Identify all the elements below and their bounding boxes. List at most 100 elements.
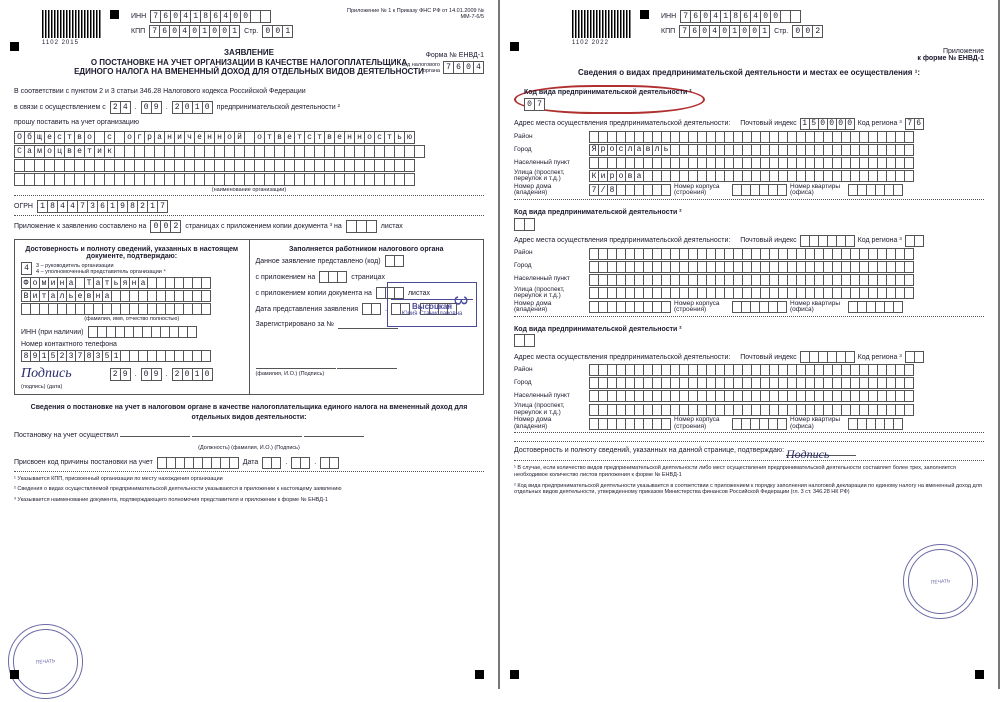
inn-kpp-block: ИНН 7604186400 КПП 760401001 Стр. 001: [131, 10, 293, 40]
col-head-left: Достоверность и полноту сведений, указан…: [21, 244, 243, 262]
header-area: 1102 2015 ИНН 7604186400 КПП 760401001 С…: [14, 10, 484, 40]
prisv: Присвоен код причины постановки на учет: [14, 459, 153, 466]
kpp-label: КПП: [131, 28, 145, 35]
prilozhenie-form: к форме № ЕНВД-1: [514, 55, 984, 62]
r5: Зарегистрировано за №: [256, 321, 334, 328]
svyazi-lbl: в связи с осуществлением с: [14, 104, 106, 111]
page-2: 1102 2022 ИНН 7604186400 КПП 760401001 С…: [500, 0, 1000, 689]
data-lbl: Дата: [243, 459, 259, 466]
dost-row: Достоверность и полноту сведений, указан…: [514, 446, 984, 456]
p2-foot2: ² Код вида предпринимательской деятельно…: [514, 483, 984, 496]
kod-organa-lbl: код налогового органа: [400, 62, 440, 74]
barcode: 1102 2022: [572, 10, 632, 38]
soot-text: В соответствии с пунктом 2 и 3 статьи 34…: [14, 87, 484, 97]
col-right: Заполняется работником налогового органа…: [250, 240, 484, 394]
prilozhenie: Приложение: [514, 48, 984, 55]
form-number-block: Форма № ЕНВД-1 код налогового органа 760…: [400, 52, 484, 74]
r3: с приложением копии документа на: [256, 290, 372, 297]
sign-day: 29: [110, 368, 131, 381]
r1: Данное заявление представлено (код): [256, 258, 381, 265]
inn-nal-lbl: ИНН (при наличии): [21, 329, 84, 336]
code-cell: 4: [21, 262, 32, 275]
divider: [14, 215, 484, 216]
date-day: 24: [110, 101, 131, 114]
barcode-num: 1102 2015: [42, 40, 79, 46]
signature: Подпись: [21, 366, 72, 382]
sign-mon: 09: [141, 368, 162, 381]
post: Постановку на учет осуществил: [14, 432, 118, 439]
ogrn-lbl: ОГРН: [14, 203, 33, 210]
foot3: ³ Указывается наименование документа, по…: [14, 497, 484, 504]
p2-title: Сведения о видах предпринимательской дея…: [514, 68, 984, 77]
str-label: Стр.: [244, 28, 258, 35]
kpp-label: КПП: [661, 28, 675, 35]
org-name-grid: ОбществосограниченнойответственностьюСам…: [14, 131, 484, 186]
date-mon: 09: [141, 101, 162, 114]
corner-marker: [475, 670, 484, 679]
inn-label: ИНН: [131, 13, 146, 20]
corner-marker: [510, 42, 519, 51]
kod-organa-cells: 7604: [443, 61, 484, 74]
barcode: 1102 2015: [42, 10, 102, 38]
kpp-cells: 760401001: [149, 25, 240, 38]
kpp-cells: 760401001: [679, 25, 770, 38]
divider: [514, 460, 984, 461]
naim-org: (наименование организации): [14, 187, 484, 193]
round-stamp: ПЕЧАТЬ: [5, 621, 86, 702]
signature: Подпись: [786, 447, 829, 461]
right-sign: (фамилия, И.О.) (Подпись): [256, 371, 478, 377]
foot1: ¹ Указывается КПП, присвоенный организац…: [14, 476, 484, 483]
stamp-3: 3: [449, 296, 470, 306]
r2: с приложением на: [256, 274, 316, 281]
inn-cells: 7604186400: [150, 10, 271, 23]
divider: [514, 441, 984, 442]
corner-marker: [510, 670, 519, 679]
prilozhenie-block: Приложение к форме № ЕНВД-1: [514, 48, 984, 62]
form-num: Форма № ЕНВД-1: [400, 52, 484, 59]
tel-cells: 89152378351: [21, 350, 243, 362]
post-row: Постановку на учет осуществил: [14, 427, 484, 441]
stamp-name2: Юлия Станиславовна: [391, 311, 473, 317]
str-cells: 001: [262, 25, 293, 38]
date-yr: 2010: [172, 101, 213, 114]
pril-text3: листах: [381, 223, 403, 230]
name-grid: ФоминаТатьянаВитальевна: [21, 277, 243, 315]
corner-marker: [10, 42, 19, 51]
divider: [14, 471, 484, 472]
activity-blocks: Код вида предпринимательской деятельност…: [514, 85, 984, 433]
sign-note: (подпись) (дата): [21, 384, 243, 390]
confirm-block: Достоверность и полноту сведений, указан…: [14, 239, 484, 395]
pril-sheets: [346, 220, 377, 233]
pril-text2: страницах с приложением копии документа …: [185, 223, 341, 230]
name-note: (фамилия, имя, отчество полностью): [21, 316, 243, 322]
str-label: Стр.: [774, 28, 788, 35]
header-area: 1102 2022 ИНН 7604186400 КПП 760401001 С…: [514, 10, 984, 40]
inn-kpp-block: ИНН 7604186400 КПП 760401001 Стр. 002: [661, 10, 823, 40]
col-left: Достоверность и полноту сведений, указан…: [15, 240, 250, 394]
square-marker: [640, 10, 649, 19]
pred-deyat: предпринимательской деятельности ²: [217, 104, 340, 111]
page-1: 1102 2015 ИНН 7604186400 КПП 760401001 С…: [0, 0, 500, 689]
inn-label: ИНН: [661, 13, 676, 20]
inn-cells: 7604186400: [680, 10, 801, 23]
corner-marker: [10, 670, 19, 679]
sved: Сведения о постановке на учет в налогово…: [14, 403, 484, 423]
str-cells: 002: [792, 25, 823, 38]
ogrn-cells: 1844736198217: [37, 200, 168, 213]
foot2: ² Сведения о видах осуществляемой предпр…: [14, 486, 484, 493]
dost: Достоверность и полноту сведений, указан…: [514, 448, 784, 455]
corner-marker: [975, 670, 984, 679]
post-note: (Должность) (фамилия, И.О.) (Подпись): [14, 445, 484, 451]
square-marker: [110, 10, 119, 19]
tel-lbl: Номер контактного телефона: [21, 341, 117, 348]
col-head-right: Заполняется работником налогового органа: [256, 244, 478, 255]
barcode-num: 1102 2022: [572, 40, 609, 46]
inn-nal-cells: [88, 326, 197, 338]
round-stamp: ПЕЧАТЬ: [900, 541, 981, 622]
r4: Дата представления заявления: [256, 306, 359, 313]
sign-yr: 2010: [172, 368, 213, 381]
tiny-ref: Приложение № 1 к Приказу ФНС РФ от 14.01…: [344, 8, 484, 20]
pril-pages: 002: [150, 220, 181, 233]
proshu: прошу поставить на учет организацию: [14, 118, 484, 128]
r2b: страницах: [351, 274, 385, 281]
